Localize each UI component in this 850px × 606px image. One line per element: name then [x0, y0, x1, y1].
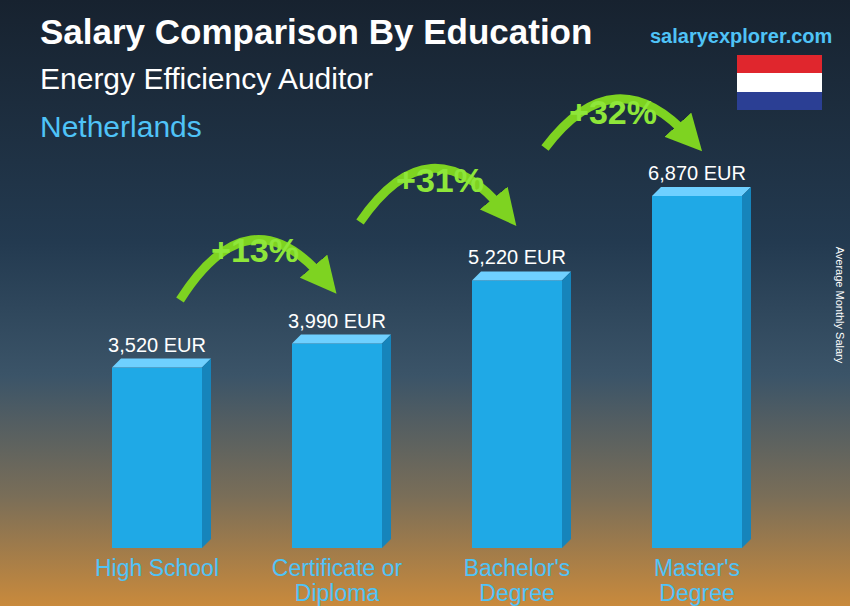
- svg-text:3,520 EUR: 3,520 EUR: [108, 334, 206, 356]
- svg-text:+32%: +32%: [569, 93, 657, 131]
- svg-text:Master'sDegree: Master'sDegree: [654, 555, 740, 606]
- svg-text:+31%: +31%: [396, 161, 484, 199]
- html-text:Energy Efficiency Auditor: Energy Efficiency Auditor: [40, 62, 373, 95]
- svg-text:+13%: +13%: [211, 231, 299, 269]
- svg-text:3,990 EUR: 3,990 EUR: [288, 310, 386, 332]
- svg-text:High School: High School: [95, 555, 219, 581]
- html-text:salaryexplorer.com: salaryexplorer.com: [650, 25, 833, 47]
- svg-text:6,870 EUR: 6,870 EUR: [648, 162, 746, 184]
- svg-text:5,220 EUR: 5,220 EUR: [468, 246, 566, 268]
- svg-text:Bachelor'sDegree: Bachelor'sDegree: [464, 555, 571, 606]
- svg-text:Certificate orDiploma: Certificate orDiploma: [272, 555, 403, 606]
- html-text:Average Monthly Salary: Average Monthly Salary: [834, 246, 846, 364]
- html-text:Salary Comparison By Education: Salary Comparison By Education: [40, 12, 593, 51]
- html-text:Netherlands: Netherlands: [40, 110, 202, 143]
